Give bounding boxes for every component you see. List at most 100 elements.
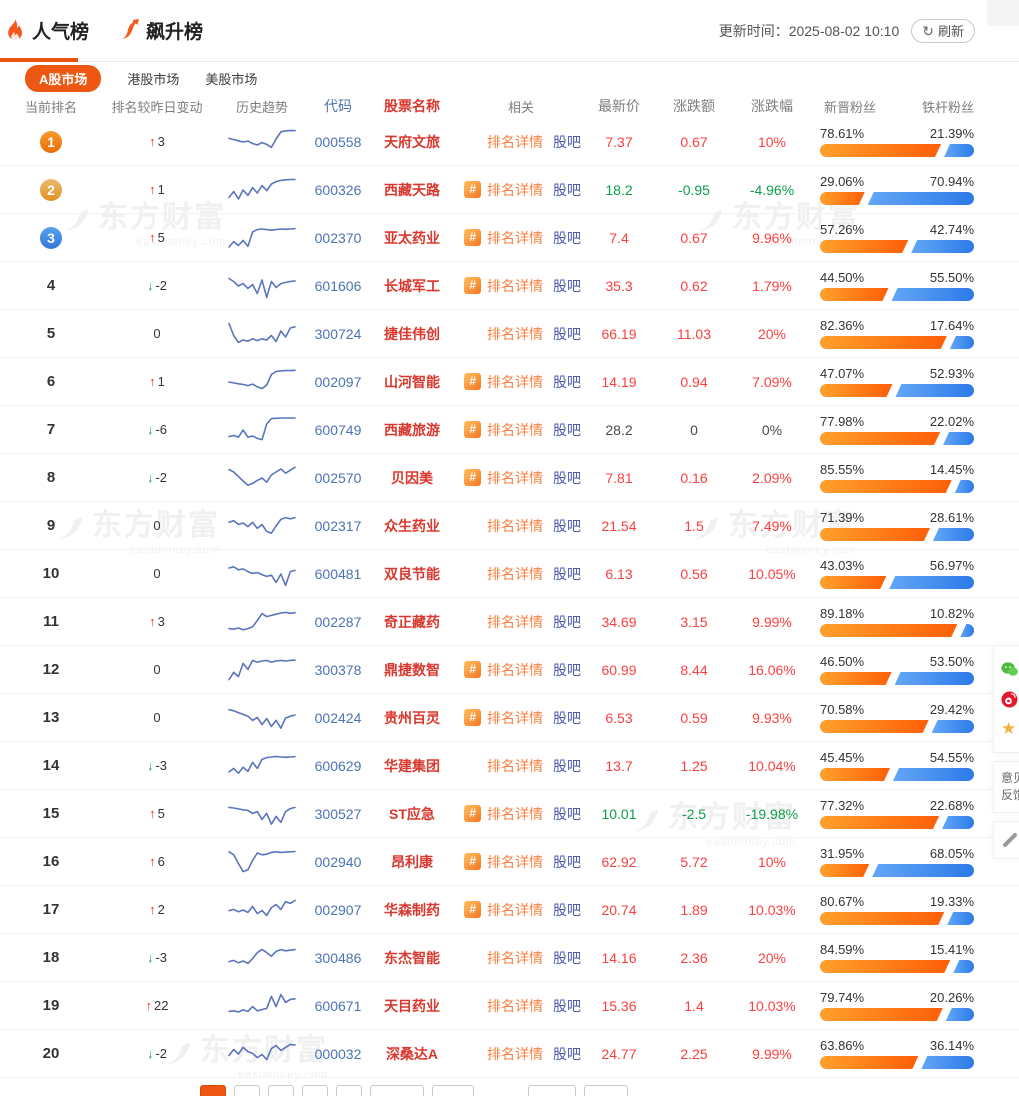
stock-name[interactable]: 奇正藏药 [384,613,440,630]
stock-name[interactable]: 西藏天路 [384,181,440,198]
rank-detail-link[interactable]: 排名详情 [487,229,543,246]
stock-code[interactable]: 300527 [314,805,362,822]
guba-link[interactable]: 股吧 [553,949,581,966]
guba-link[interactable]: 股吧 [553,1045,581,1062]
stock-code[interactable]: 600671 [314,997,362,1014]
market-tab-a-share[interactable]: A股市场 [25,64,102,92]
stock-code[interactable]: 002370 [314,229,362,246]
rank-detail-link[interactable]: 排名详情 [487,421,543,438]
stock-code[interactable]: 300724 [314,325,362,342]
stock-code[interactable]: 000558 [314,133,362,150]
rank-detail-link[interactable]: 排名详情 [487,949,543,966]
stock-name[interactable]: 众生药业 [384,517,440,534]
stock-code[interactable]: 002424 [314,709,362,726]
rank-detail-link[interactable]: 排名详情 [487,133,543,150]
guba-link[interactable]: 股吧 [553,805,581,822]
stock-code[interactable]: 002940 [314,853,362,870]
topic-hash-icon[interactable]: # [464,853,481,870]
guba-link[interactable]: 股吧 [553,613,581,630]
stock-code[interactable]: 002287 [314,613,362,630]
stock-code[interactable]: 300486 [314,949,362,966]
rank-detail-link[interactable]: 排名详情 [487,613,543,630]
guba-link[interactable]: 股吧 [553,517,581,534]
guba-link[interactable]: 股吧 [553,565,581,582]
market-tab-hk[interactable]: 港股市场 [127,71,180,87]
rank-detail-link[interactable]: 排名详情 [487,901,543,918]
stock-code[interactable]: 600629 [314,757,362,774]
stock-name[interactable]: 深桑达A [385,1045,439,1062]
edit-button[interactable] [993,821,1019,859]
stock-code[interactable]: 002570 [314,469,362,486]
topic-hash-icon[interactable]: # [464,373,481,390]
stock-name[interactable]: ST应急 [389,805,435,822]
stock-code[interactable]: 002097 [314,373,362,390]
stock-name[interactable]: 捷佳伟创 [384,325,440,342]
tab-surge-rank[interactable]: 飙升榜 [121,0,203,61]
guba-link[interactable]: 股吧 [553,229,581,246]
rank-detail-link[interactable]: 排名详情 [487,757,543,774]
stock-name[interactable]: 贝因美 [391,469,433,486]
page-button-current[interactable] [200,1085,226,1096]
rank-detail-link[interactable]: 排名详情 [487,997,543,1014]
topic-hash-icon[interactable]: # [464,709,481,726]
rank-detail-link[interactable]: 排名详情 [487,709,543,726]
guba-link[interactable]: 股吧 [553,853,581,870]
stock-code[interactable]: 600481 [314,565,362,582]
stock-code[interactable]: 002317 [314,517,362,534]
rank-detail-link[interactable]: 排名详情 [487,853,543,870]
stock-name[interactable]: 长城军工 [384,277,440,294]
guba-link[interactable]: 股吧 [553,277,581,294]
refresh-button[interactable]: ↻ 刷新 [911,18,975,43]
stock-name[interactable]: 华建集团 [384,757,440,774]
rank-detail-link[interactable]: 排名详情 [487,325,543,342]
guba-link[interactable]: 股吧 [553,997,581,1014]
guba-link[interactable]: 股吧 [553,469,581,486]
guba-link[interactable]: 股吧 [553,133,581,150]
topic-hash-icon[interactable]: # [464,277,481,294]
favorite-button[interactable]: ★ [1001,714,1019,744]
page-last-button[interactable] [432,1085,474,1096]
stock-name[interactable]: 贵州百灵 [384,709,440,726]
share-weibo-button[interactable] [1001,684,1019,714]
topic-hash-icon[interactable]: # [464,421,481,438]
stock-name[interactable]: 天目药业 [384,997,440,1014]
page-button[interactable] [336,1085,362,1096]
stock-code[interactable]: 000032 [314,1045,362,1062]
guba-link[interactable]: 股吧 [553,325,581,342]
topic-hash-icon[interactable]: # [464,229,481,246]
topic-hash-icon[interactable]: # [464,901,481,918]
stock-code[interactable]: 600749 [314,421,362,438]
rank-detail-link[interactable]: 排名详情 [487,517,543,534]
stock-name[interactable]: 华森制药 [384,901,440,918]
rank-detail-link[interactable]: 排名详情 [487,565,543,582]
guba-link[interactable]: 股吧 [553,709,581,726]
stock-name[interactable]: 昂利康 [391,853,433,870]
stock-code[interactable]: 600326 [314,181,362,198]
guba-link[interactable]: 股吧 [553,901,581,918]
guba-link[interactable]: 股吧 [553,757,581,774]
guba-link[interactable]: 股吧 [553,181,581,198]
market-tab-us[interactable]: 美股市场 [205,71,258,87]
tab-popularity-rank[interactable]: 人气榜 [0,0,89,61]
stock-name[interactable]: 天府文旅 [384,133,440,150]
rank-detail-link[interactable]: 排名详情 [487,661,543,678]
page-button[interactable] [234,1085,260,1096]
stock-name[interactable]: 鼎捷数智 [384,661,440,678]
stock-code[interactable]: 300378 [314,661,362,678]
rank-detail-link[interactable]: 排名详情 [487,181,543,198]
rank-detail-link[interactable]: 排名详情 [487,805,543,822]
stock-code[interactable]: 002907 [314,901,362,918]
topic-hash-icon[interactable]: # [464,661,481,678]
stock-code[interactable]: 601606 [314,277,362,294]
stock-name[interactable]: 山河智能 [384,373,440,390]
topic-hash-icon[interactable]: # [464,469,481,486]
page-button[interactable] [302,1085,328,1096]
page-next-button[interactable] [370,1085,424,1096]
topic-hash-icon[interactable]: # [464,181,481,198]
topic-hash-icon[interactable]: # [464,805,481,822]
guba-link[interactable]: 股吧 [553,661,581,678]
stock-name[interactable]: 双良节能 [384,565,440,582]
stock-name[interactable]: 西藏旅游 [384,421,440,438]
feedback-button[interactable]: 意见 反馈 [993,761,1019,813]
stock-name[interactable]: 东杰智能 [384,949,440,966]
